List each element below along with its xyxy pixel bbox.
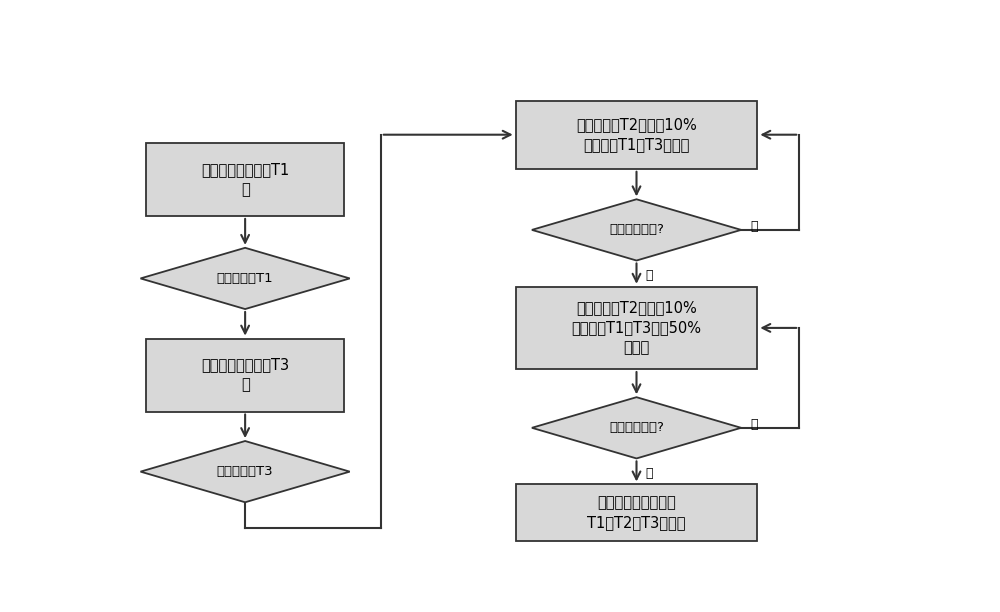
Text: 是: 是 <box>646 269 653 282</box>
Text: 粒子群算法T2在正负10%
内寻优，T1，T3正负50%
内寻优: 粒子群算法T2在正负10% 内寻优，T1，T3正负50% 内寻优 <box>572 300 702 355</box>
Text: 筛选出最佳T1: 筛选出最佳T1 <box>217 272 273 285</box>
Text: 满足转换条件?: 满足转换条件? <box>609 421 664 435</box>
Text: 否: 否 <box>750 417 758 431</box>
Text: 参数空间内均分布T1
值: 参数空间内均分布T1 值 <box>201 162 289 197</box>
Text: 输出寻优结果；完成
T1，T2，T3的辨识: 输出寻优结果；完成 T1，T2，T3的辨识 <box>587 495 686 530</box>
Polygon shape <box>140 441 350 502</box>
Text: 粒子群算法T2在正负10%
内寻优，T1，T3值不变: 粒子群算法T2在正负10% 内寻优，T1，T3值不变 <box>576 118 697 152</box>
FancyBboxPatch shape <box>146 338 344 411</box>
Text: 是: 是 <box>646 467 653 480</box>
Polygon shape <box>532 397 741 458</box>
Text: 参数空间内均分布T3
值: 参数空间内均分布T3 值 <box>201 357 289 392</box>
FancyBboxPatch shape <box>516 484 757 541</box>
Text: 筛选出最佳T3: 筛选出最佳T3 <box>217 465 273 478</box>
Polygon shape <box>140 248 350 309</box>
FancyBboxPatch shape <box>516 100 757 169</box>
Polygon shape <box>532 200 741 261</box>
Text: 满足转换条件?: 满足转换条件? <box>609 223 664 236</box>
FancyBboxPatch shape <box>516 286 757 369</box>
Text: 否: 否 <box>750 220 758 233</box>
FancyBboxPatch shape <box>146 143 344 216</box>
